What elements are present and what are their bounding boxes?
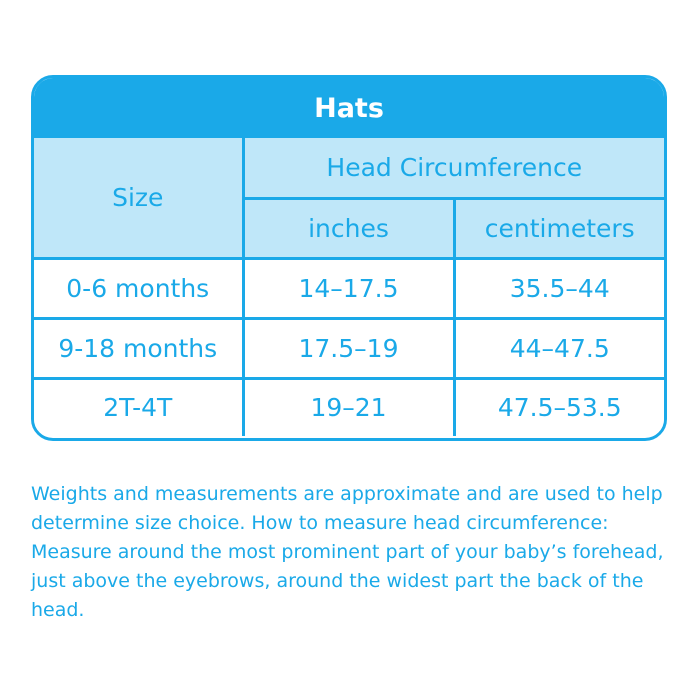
size-cell: 0-6 months	[34, 256, 245, 320]
centimeters-cell: 44–47.5	[452, 316, 664, 380]
table-row: 2T-4T 19–21 47.5–53.5	[34, 376, 664, 436]
head-circumference-header: Head Circumference	[241, 138, 664, 200]
measurement-note: Weights and measurements are approximate…	[31, 483, 664, 621]
size-cell: 9-18 months	[34, 316, 245, 380]
centimeters-cell: 35.5–44	[452, 256, 664, 320]
inches-cell: 17.5–19	[241, 316, 456, 380]
inches-cell: 19–21	[241, 376, 456, 436]
centimeters-cell: 47.5–53.5	[452, 376, 664, 436]
inches-cell: 14–17.5	[241, 256, 456, 320]
size-header: Size	[34, 138, 245, 260]
centimeters-header: centimeters	[452, 196, 664, 260]
size-table: Size Head Circumference inches centimete…	[34, 138, 664, 436]
unit-header-row: inches centimeters	[34, 196, 664, 260]
size-cell: 2T-4T	[34, 376, 245, 436]
table-row: 0-6 months 14–17.5 35.5–44	[34, 256, 664, 320]
size-chart: Hats Size Head Circumference inches cent…	[31, 75, 667, 441]
table-row: 9-18 months 17.5–19 44–47.5	[34, 316, 664, 380]
header-row: Size Head Circumference	[34, 138, 664, 260]
chart-title: Hats	[34, 78, 664, 138]
inches-header: inches	[243, 196, 456, 260]
